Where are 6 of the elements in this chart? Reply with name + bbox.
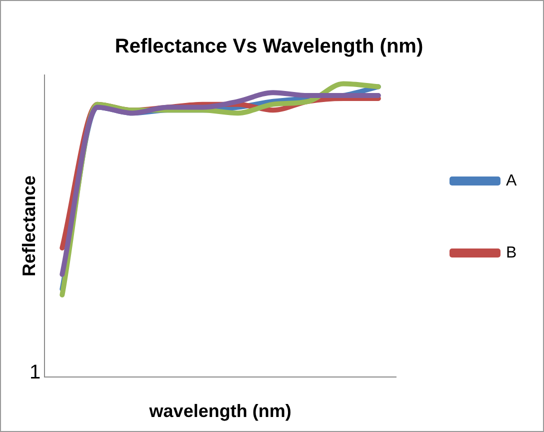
x-axis-title: wavelength (nm) [148, 401, 292, 422]
legend-label: A [506, 172, 517, 190]
y-axis-title: Reflectance [18, 175, 39, 277]
legend-label: B [506, 244, 517, 262]
text: 1 [29, 362, 41, 384]
chart-title: Reflectance Vs Wavelength (nm) [114, 36, 424, 58]
